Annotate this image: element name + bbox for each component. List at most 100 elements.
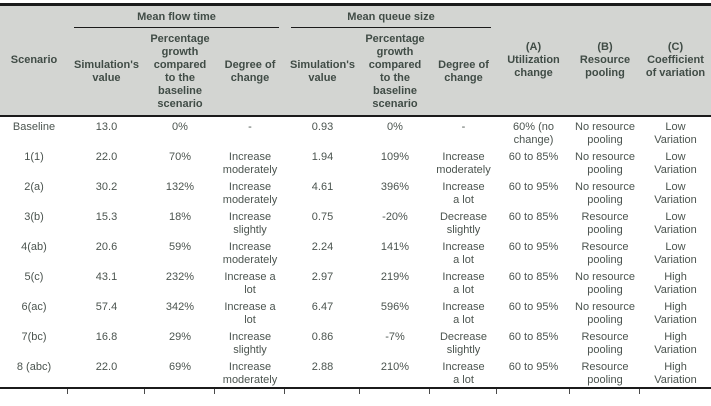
cell-flow-value: 57.4 (68, 297, 145, 327)
col-header-utilization-change: (A) Utilization change (497, 4, 570, 117)
cell-queue-degree: Increase a lot (430, 267, 497, 297)
cell-scenario: 3(b) (0, 207, 68, 237)
col-header-flow-simulation-value: Simulation's value (68, 28, 145, 117)
cell-variation: High Variation (640, 297, 711, 327)
cell-queue-degree: Increase moderately (430, 147, 497, 177)
cell-queue-degree: Increase a lot (430, 297, 497, 327)
cell-queue-value: 0.86 (285, 327, 360, 357)
cell-pooling: No resource pooling (570, 297, 640, 327)
col-header-scenario: Scenario (0, 4, 68, 117)
cell-utilization: 60 to 85% (497, 207, 570, 237)
col-header-flow-percentage-growth: Percentage growth compared to the baseli… (145, 28, 215, 117)
cell-pooling: Resource pooling (570, 237, 640, 267)
cell-utilization: 60 to 95% (497, 297, 570, 327)
cell-variation: Low Variation (640, 207, 711, 237)
cell-scenario: 5(c) (0, 267, 68, 297)
cell-flow-growth: 232% (145, 267, 215, 297)
cell-queue-value: 2.97 (285, 267, 360, 297)
table-row: 7(bc) 16.8 29% Increase slightly 0.86 -7% Decr… (0, 327, 711, 357)
cell-scenario: Baseline (0, 116, 68, 147)
cell-flow-value: 22.0 (68, 357, 145, 388)
column-tick-segment (68, 389, 145, 394)
cell-flow-degree: Increase moderately (215, 237, 285, 267)
cell-queue-degree: Increase a lot (430, 177, 497, 207)
cell-queue-growth: 396% (360, 177, 430, 207)
cell-pooling: Resource pooling (570, 327, 640, 357)
cell-flow-degree: Increase moderately (215, 357, 285, 388)
cell-flow-growth: 59% (145, 237, 215, 267)
cell-flow-value: 16.8 (68, 327, 145, 357)
cell-utilization: 60 to 95% (497, 357, 570, 388)
cell-variation: High Variation (640, 267, 711, 297)
column-tick-segment (570, 389, 640, 394)
cell-scenario: 4(ab) (0, 237, 68, 267)
cell-utilization: 60 to 85% (497, 147, 570, 177)
group-label-mean-queue-size: Mean queue size (291, 6, 491, 28)
column-tick-segment (430, 389, 497, 394)
cell-flow-growth: 0% (145, 116, 215, 147)
cell-variation: Low Variation (640, 177, 711, 207)
group-label-mean-flow-time: Mean flow time (74, 6, 279, 28)
col-header-resource-pooling: (B) Resource pooling (570, 4, 640, 117)
cell-utilization: 60 to 95% (497, 177, 570, 207)
cell-queue-growth: -20% (360, 207, 430, 237)
cell-queue-growth: 0% (360, 116, 430, 147)
table-row: 8 (abc) 22.0 69% Increase moderately 2.88 210… (0, 357, 711, 388)
table-body: Baseline 13.0 0% -0.93 0% -60% (no change) No … (0, 116, 711, 388)
cell-queue-degree: Decrease slightly (430, 207, 497, 237)
group-header-mean-flow-time: Mean flow time (68, 4, 285, 28)
table-row: Baseline 13.0 0% -0.93 0% -60% (no change) No … (0, 116, 711, 147)
cell-queue-value: 4.61 (285, 177, 360, 207)
cell-queue-growth: 596% (360, 297, 430, 327)
cell-flow-growth: 69% (145, 357, 215, 388)
cell-flow-value: 13.0 (68, 116, 145, 147)
scenario-results-table: Scenario Mean flow time Mean queue size … (0, 3, 711, 389)
cell-utilization: 60 to 95% (497, 237, 570, 267)
cell-scenario: 2(a) (0, 177, 68, 207)
table-row: 1(1) 22.0 70% Increase moderately 1.94 109% In… (0, 147, 711, 177)
cell-scenario: 1(1) (0, 147, 68, 177)
cell-flow-value: 22.0 (68, 147, 145, 177)
cell-queue-value: 2.88 (285, 357, 360, 388)
col-header-queue-percentage-growth: Percentage growth compared to the baseli… (360, 28, 430, 117)
column-tick-segment (215, 389, 285, 394)
cell-variation: Low Variation (640, 116, 711, 147)
col-header-coefficient-of-variation: (C) Coefficient of variation (640, 4, 711, 117)
cell-variation: Low Variation (640, 237, 711, 267)
cell-queue-growth: 109% (360, 147, 430, 177)
cell-flow-degree: Increase moderately (215, 147, 285, 177)
col-header-queue-simulation-value: Simulation's value (285, 28, 360, 117)
cell-pooling: No resource pooling (570, 267, 640, 297)
cell-queue-degree: - (430, 116, 497, 147)
cell-flow-growth: 342% (145, 297, 215, 327)
table-row: 5(c) 43.1 232% Increase a lot 2.97 219% Increa… (0, 267, 711, 297)
cell-flow-growth: 29% (145, 327, 215, 357)
column-tick-segment (360, 389, 430, 394)
cell-queue-value: 1.94 (285, 147, 360, 177)
cell-utilization: 60% (no change) (497, 116, 570, 147)
table-row: 2(a) 30.2 132% Increase moderately 4.61 396% I… (0, 177, 711, 207)
cell-queue-growth: 210% (360, 357, 430, 388)
cell-utilization: 60 to 85% (497, 327, 570, 357)
table-row: 3(b) 15.3 18% Increase slightly 0.75 -20% Decr… (0, 207, 711, 237)
cell-flow-value: 15.3 (68, 207, 145, 237)
cell-flow-degree: Increase a lot (215, 297, 285, 327)
column-tick-segment (285, 389, 360, 394)
group-header-mean-queue-size: Mean queue size (285, 4, 497, 28)
bottom-column-ticks (0, 389, 711, 394)
cell-queue-value: 0.75 (285, 207, 360, 237)
cell-flow-degree: - (215, 116, 285, 147)
cell-queue-value: 6.47 (285, 297, 360, 327)
table-row: 4(ab) 20.6 59% Increase moderately 2.24 141% I… (0, 237, 711, 267)
cell-scenario: 6(ac) (0, 297, 68, 327)
cell-queue-degree: Increase a lot (430, 357, 497, 388)
cell-flow-growth: 132% (145, 177, 215, 207)
cell-pooling: Resource pooling (570, 207, 640, 237)
cell-flow-growth: 18% (145, 207, 215, 237)
cell-variation: High Variation (640, 357, 711, 388)
cell-queue-growth: 141% (360, 237, 430, 267)
column-tick-segment (145, 389, 215, 394)
cell-variation: High Variation (640, 327, 711, 357)
col-header-queue-degree-of-change: Degree of change (430, 28, 497, 117)
